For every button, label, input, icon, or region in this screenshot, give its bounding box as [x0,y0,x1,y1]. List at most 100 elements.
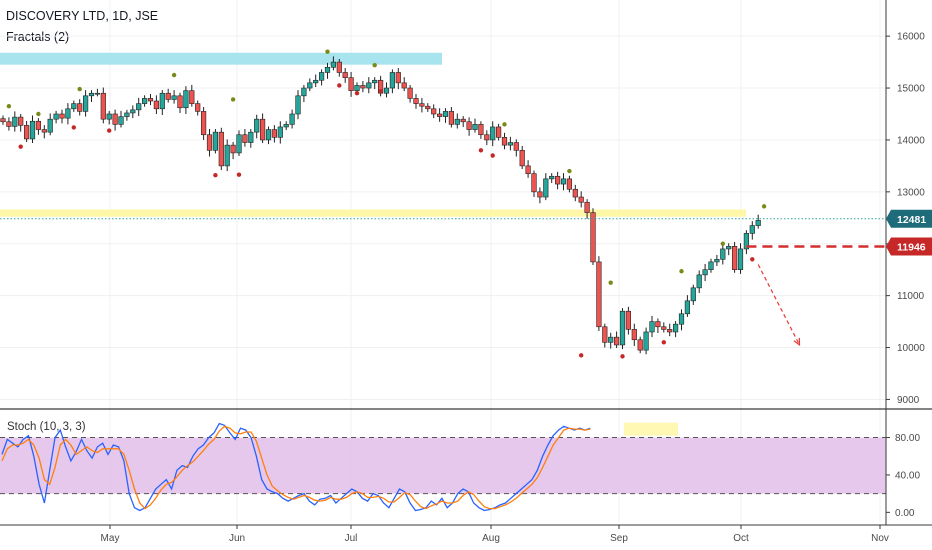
candle-body [472,124,478,130]
candle-body [383,87,390,94]
fractal-low-marker [236,172,242,177]
candle-body [655,321,661,328]
candle-body [53,113,59,120]
candle [425,103,431,112]
candle-body [295,95,301,115]
candle-body [413,98,419,104]
candle-body [372,79,378,84]
candle [289,109,295,129]
candle-body [283,124,289,128]
candle [265,126,272,145]
candle-body [29,120,36,140]
level-price-tag-bg [886,237,932,256]
candle [531,170,537,198]
candle [313,74,319,88]
candle [177,92,183,113]
candle-body [159,92,165,110]
candle [560,173,567,191]
candle [726,243,732,256]
last-price-tag-bg [886,209,932,228]
candle-body [513,142,519,151]
last-price-tag: 12481 [886,209,932,228]
candle [436,108,443,122]
candle-body [478,124,484,136]
candle-body [165,92,171,100]
candle [88,90,95,103]
fractal-high-marker [720,241,725,246]
fractal-high-marker [171,72,177,78]
candle-body [407,87,413,99]
candle [543,173,549,201]
fractal-high-marker [325,49,330,54]
candle [112,109,118,131]
fractal-high-marker [761,204,767,209]
fractal-high-marker [6,104,12,109]
fractals-indicator-label[interactable]: Fractals (2) [6,30,70,44]
candle [619,308,626,350]
candle [153,95,160,114]
candle [448,106,455,128]
candle [106,110,112,125]
candle [554,171,561,190]
candle [631,323,637,346]
candle-body [395,72,401,84]
month-tick-label: Aug [482,533,500,544]
candle [572,184,578,202]
projection-arrow[interactable] [757,264,801,346]
candle [277,121,283,144]
candle-body [41,129,47,133]
candle [230,142,236,160]
symbol-title: DISCOVERY LTD, 1D, JSE [6,9,159,23]
candle [472,118,478,133]
candle [372,77,378,90]
candle-body [177,95,183,109]
fractal-high-marker [372,63,377,68]
fractal-low-marker [620,354,625,359]
candle-body [613,336,620,346]
price-tick-label: 9000 [897,395,920,406]
candle [431,104,437,119]
candle [142,95,148,107]
candle [690,284,696,305]
fractal-low-marker [18,144,23,149]
candle [602,323,608,348]
candle-body [643,331,649,351]
candle-body [448,111,455,125]
candle [672,321,679,338]
candle [466,117,472,136]
candle [454,113,460,129]
candle-body [649,321,655,333]
candle [737,243,744,274]
candle [130,105,136,119]
candle [236,130,242,157]
candle-body [224,144,230,167]
candle-body [661,326,667,330]
projection-arrowhead [793,337,801,347]
candle [714,254,720,267]
candle [596,256,602,331]
candle [77,99,83,116]
candle-body [195,103,201,112]
fractal-low-marker [71,125,77,130]
candle [590,208,596,266]
candle [366,77,372,94]
candle [6,117,12,131]
stoch-title[interactable]: Stoch (10, 3, 3) [7,421,86,433]
candle [259,113,266,144]
candle-body [230,144,236,154]
candle-body [442,111,449,117]
candle [649,315,655,338]
candle [41,125,47,139]
candle-body [436,113,443,117]
candle-body [454,118,460,125]
candle-body [112,113,118,125]
candle [29,115,36,144]
candle-body [684,300,690,315]
candle-body [466,121,472,130]
month-tick-label: Jun [229,533,245,544]
candle-body [307,82,313,89]
candle [307,78,313,92]
candle-body [254,118,260,133]
candle-body [590,212,596,263]
